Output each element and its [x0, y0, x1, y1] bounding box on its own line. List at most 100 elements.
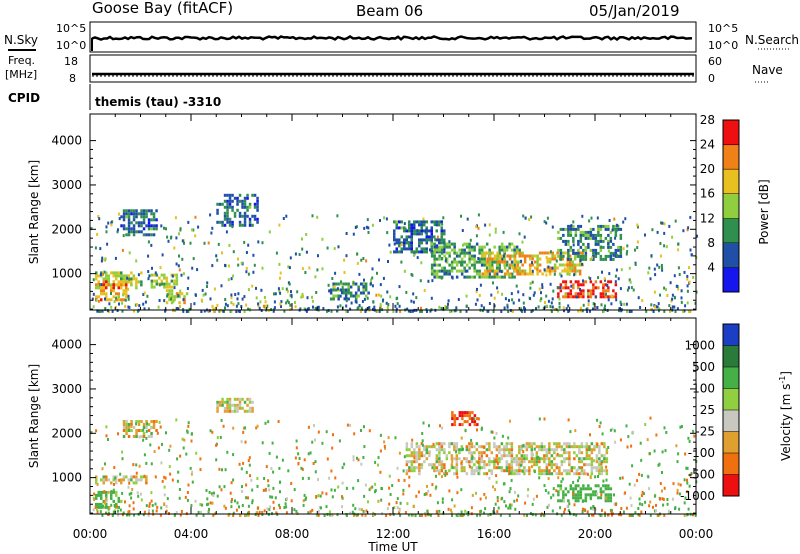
heatmap-cell — [230, 296, 233, 300]
heatmap-cell — [538, 460, 541, 464]
heatmap-cell — [652, 505, 654, 509]
heatmap-cell — [278, 223, 281, 227]
colorbar-segment — [723, 193, 739, 219]
heatmap-cell — [312, 462, 315, 465]
heatmap-cell — [641, 490, 644, 494]
heatmap-cell — [158, 276, 161, 280]
heatmap-cell — [448, 263, 451, 267]
heatmap-cell — [500, 457, 504, 461]
heatmap-cell — [460, 460, 464, 464]
heatmap-cell — [686, 490, 689, 494]
heatmap-cell — [430, 247, 433, 251]
heatmap-cell — [491, 266, 494, 270]
heatmap-cell — [488, 275, 491, 279]
heatmap-cell — [97, 286, 100, 290]
heatmap-cell — [578, 445, 581, 449]
heatmap-cell — [336, 287, 339, 291]
heatmap-cell — [644, 423, 647, 426]
heatmap-cell — [525, 454, 529, 458]
heatmap-cell — [410, 235, 413, 239]
heatmap-cell — [363, 278, 365, 282]
heatmap-cell — [117, 298, 120, 302]
heatmap-cell — [127, 294, 130, 298]
heatmap-cell — [237, 309, 240, 313]
heatmap-cell — [413, 250, 416, 254]
heatmap-cell — [177, 307, 180, 311]
heatmap-cell — [140, 212, 143, 216]
heatmap-cell — [515, 472, 519, 476]
heatmap-cell — [256, 196, 259, 200]
heatmap-cell — [403, 238, 406, 242]
heatmap-cell — [649, 500, 652, 504]
heatmap-cell — [120, 478, 123, 482]
heatmap-cell — [609, 257, 613, 261]
heatmap-cell — [679, 425, 682, 429]
heatmap-cell — [402, 492, 405, 496]
heatmap-cell — [243, 196, 247, 200]
heatmap-cell — [573, 263, 577, 267]
heatmap-cell — [562, 227, 565, 231]
heatmap-cell — [478, 469, 481, 473]
heatmap-cell — [506, 254, 509, 258]
heatmap-cell — [125, 215, 128, 219]
heatmap-cell — [147, 307, 150, 311]
heatmap-cell — [524, 307, 526, 311]
heatmap-cell — [226, 208, 229, 212]
heatmap-cell — [405, 241, 408, 245]
heatmap-cell — [637, 513, 640, 517]
heatmap-cell — [345, 514, 348, 517]
heatmap-cell — [560, 448, 564, 452]
heatmap-cell — [248, 217, 252, 221]
heatmap-cell — [464, 269, 467, 273]
heatmap-cell — [438, 257, 441, 261]
heatmap-cell — [568, 457, 571, 461]
heatmap-cell — [604, 257, 608, 261]
heatmap-cell — [361, 307, 363, 311]
heatmap-cell — [577, 224, 580, 228]
heatmap-cell — [364, 294, 368, 298]
heatmap-cell — [117, 280, 120, 284]
heatmap-cell — [563, 263, 567, 267]
heatmap-cell — [187, 424, 190, 428]
heatmap-cell — [657, 514, 660, 517]
heatmap-cell — [403, 226, 406, 230]
heatmap-cell — [602, 239, 605, 243]
heatmap-cell — [607, 242, 610, 245]
heatmap-cell — [347, 297, 350, 301]
heatmap-cell — [339, 288, 343, 292]
heatmap-cell — [545, 469, 549, 473]
heatmap-cell — [573, 451, 576, 455]
heatmap-cell — [224, 468, 227, 472]
heatmap-cell — [368, 429, 371, 433]
heatmap-cell — [409, 310, 412, 313]
heatmap-cell — [158, 283, 161, 287]
heatmap-cell — [246, 193, 249, 197]
heatmap-cell — [443, 245, 446, 249]
heatmap-cell — [465, 304, 468, 308]
heatmap-cell — [612, 242, 615, 246]
heatmap-cell — [560, 274, 563, 278]
power-panel — [89, 113, 698, 313]
heatmap-cell — [592, 254, 595, 258]
x-tick-label: 08:00 — [275, 527, 310, 541]
heatmap-cell — [194, 234, 197, 238]
heatmap-cell — [149, 443, 152, 447]
heatmap-cell — [394, 304, 397, 308]
heatmap-cell — [614, 295, 618, 299]
heatmap-cell — [209, 501, 212, 505]
heatmap-cell — [105, 434, 108, 438]
heatmap-cell — [398, 304, 401, 308]
heatmap-cell — [598, 513, 601, 517]
heatmap-cell — [413, 454, 416, 458]
heatmap-cell — [498, 263, 501, 267]
heatmap-cell — [508, 472, 511, 476]
heatmap-cell — [399, 513, 402, 517]
heatmap-cell — [122, 274, 125, 278]
heatmap-cell — [498, 457, 501, 461]
heatmap-cell — [416, 229, 419, 233]
heatmap-cell — [597, 276, 600, 280]
heatmap-cell — [543, 469, 546, 473]
heatmap-cell — [453, 448, 456, 452]
heatmap-cell — [145, 475, 148, 479]
heatmap-cell — [245, 270, 248, 274]
